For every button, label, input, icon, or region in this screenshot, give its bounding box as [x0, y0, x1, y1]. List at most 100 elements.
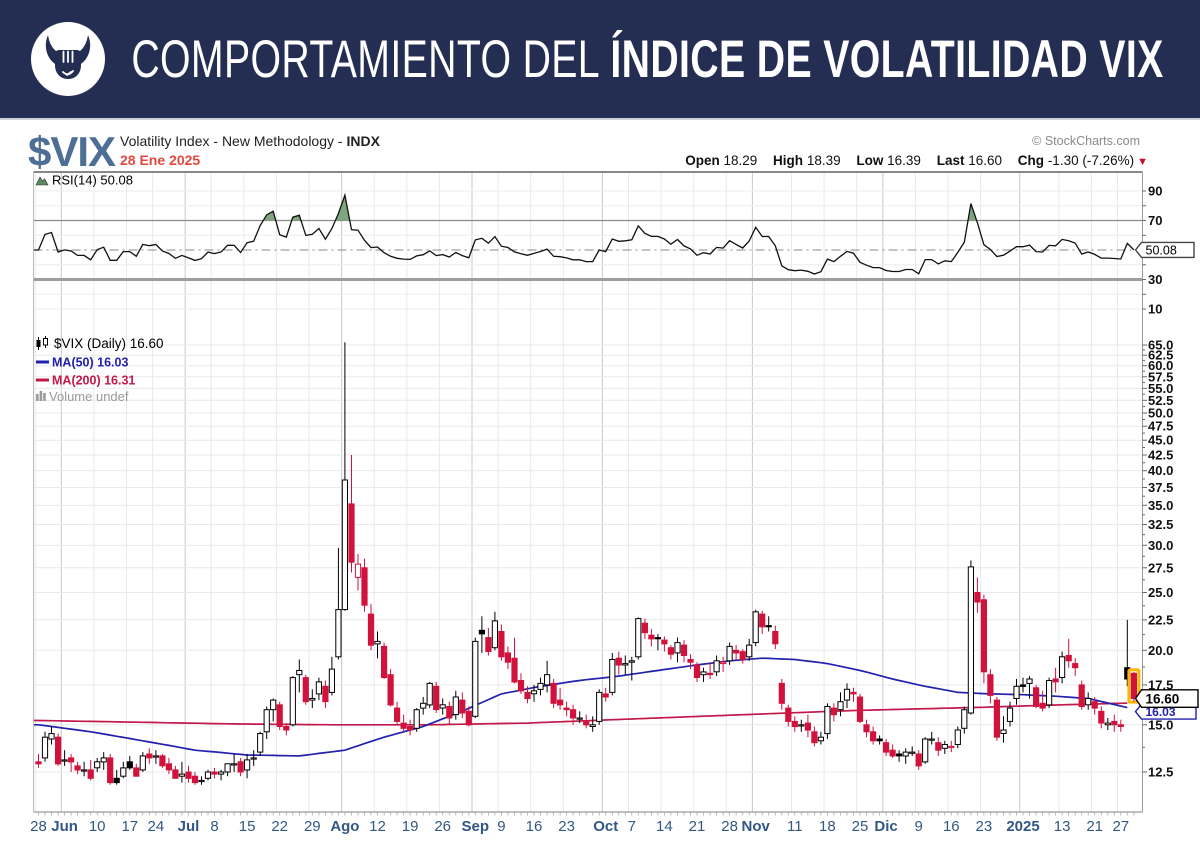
svg-text:20.0: 20.0: [1148, 643, 1173, 658]
x-axis: 28 Jun 10 17 24 Jul 8 15 22 29 Ago 12 19 26 Sep 9 16 23 Oc…: [30, 812, 1135, 835]
svg-text:9: 9: [497, 818, 505, 835]
grid-vertical: [34, 172, 1118, 812]
svg-text:30: 30: [1148, 272, 1162, 287]
svg-text:Sep: Sep: [462, 818, 490, 835]
rsi-overbought-fill: [263, 195, 977, 221]
svg-text:45.0: 45.0: [1148, 433, 1173, 448]
svg-text:26: 26: [434, 818, 451, 835]
last-label: Last: [936, 153, 965, 168]
svg-text:32.5: 32.5: [1148, 517, 1173, 532]
svg-text:MA(50) 16.03: MA(50) 16.03: [52, 356, 128, 370]
svg-text:22: 22: [271, 818, 288, 835]
banner-title-bold: ÍNDICE DE VOLATILIDAD VIX: [610, 29, 1164, 89]
svg-text:11: 11: [787, 818, 803, 835]
svg-text:25.0: 25.0: [1148, 585, 1173, 600]
svg-text:21: 21: [689, 818, 706, 835]
svg-text:RSI(14) 50.08: RSI(14) 50.08: [52, 173, 133, 188]
chart-page: $VIX Volatility Index - New Methodology …: [0, 120, 1200, 864]
description-text: Volatility Index - New Methodology -: [120, 133, 347, 149]
svg-text:13: 13: [1054, 818, 1071, 835]
svg-text:12: 12: [369, 818, 386, 835]
symbol-description: Volatility Index - New Methodology - IND…: [120, 133, 380, 149]
svg-text:16.03: 16.03: [1146, 705, 1176, 719]
svg-text:18: 18: [819, 818, 836, 835]
svg-text:Ago: Ago: [330, 818, 359, 835]
price-axis-labels: 65.062.560.057.555.052.550.047.545.042.5…: [1142, 338, 1173, 780]
svg-text:28: 28: [30, 818, 47, 835]
rsi-icon: [35, 176, 49, 186]
price-gridlines: [33, 344, 1143, 773]
rsi-axis-labels: 90 70 30 10: [1142, 184, 1162, 317]
svg-text:27.5: 27.5: [1148, 560, 1173, 575]
banner-title: COMPORTAMIENTO DEL ÍNDICE DE VOLATILIDAD …: [95, 0, 1200, 118]
chg-label: Chg: [1017, 153, 1045, 168]
svg-text:62.5: 62.5: [1148, 348, 1173, 363]
plot-borders: [33, 171, 1143, 813]
svg-text:17: 17: [121, 818, 138, 835]
rsi-line: [33, 192, 1135, 275]
svg-text:Jun: Jun: [51, 818, 78, 835]
svg-text:29: 29: [304, 818, 321, 835]
svg-text:MA(200) 16.31: MA(200) 16.31: [52, 374, 135, 388]
svg-text:8: 8: [210, 818, 218, 835]
svg-text:17.5: 17.5: [1148, 677, 1173, 692]
chart-date: 28 Ene 2025: [120, 152, 201, 168]
exchange-label: INDX: [346, 133, 380, 149]
svg-text:35.0: 35.0: [1148, 498, 1173, 513]
rsi-legend: RSI(14) 50.08: [35, 173, 133, 188]
svg-text:50.0: 50.0: [1148, 406, 1173, 421]
svg-text:90: 90: [1148, 184, 1162, 199]
svg-text:14: 14: [656, 818, 673, 835]
svg-text:Nov: Nov: [742, 818, 771, 835]
svg-text:27: 27: [1112, 818, 1129, 835]
price-legend: $VIX (Daily) 16.60 MA(50) 16.03 MA(200) 16…: [36, 336, 164, 404]
svg-text:12.5: 12.5: [1148, 765, 1173, 780]
down-triangle-icon: ▼: [1137, 156, 1148, 168]
svg-text:57.5: 57.5: [1148, 369, 1173, 384]
svg-text:23: 23: [558, 818, 575, 835]
last-price-box: 16.60: [1134, 689, 1199, 708]
low-label: Low: [856, 153, 884, 168]
svg-text:22.5: 22.5: [1148, 612, 1173, 627]
ma50-line: [33, 657, 1128, 757]
high-value: 18.39: [806, 153, 841, 168]
svg-text:$VIX (Daily) 16.60: $VIX (Daily) 16.60: [54, 336, 164, 351]
rsi-value-box: 50.08: [1134, 241, 1195, 259]
candlestick-icon: [36, 336, 48, 350]
current-candle-highlight: [1127, 668, 1141, 704]
svg-text:24: 24: [148, 818, 165, 835]
svg-text:Jul: Jul: [178, 818, 200, 835]
svg-text:60.0: 60.0: [1148, 358, 1173, 373]
open-label: Open: [685, 153, 720, 168]
vix-chart-canvas: 65.062.560.057.555.052.550.047.545.042.5…: [30, 171, 1199, 835]
svg-text:25: 25: [852, 818, 869, 835]
low-value: 16.39: [887, 153, 921, 168]
svg-text:Dic: Dic: [874, 818, 897, 835]
svg-text:7: 7: [628, 818, 636, 835]
svg-text:2025: 2025: [1006, 818, 1039, 835]
svg-text:50.08: 50.08: [1146, 243, 1177, 257]
svg-text:16.60: 16.60: [1146, 691, 1180, 706]
svg-text:37.5: 37.5: [1148, 480, 1173, 495]
rsi-gridlines: [33, 190, 1143, 310]
last-value: 16.60: [968, 153, 1003, 168]
open-value: 18.29: [723, 153, 758, 168]
svg-text:10: 10: [89, 818, 106, 835]
chg-value: -1.30 (-7.26%): [1047, 153, 1135, 168]
svg-text:Oct: Oct: [593, 818, 618, 835]
svg-text:55.0: 55.0: [1148, 381, 1173, 396]
svg-text:16: 16: [526, 818, 543, 835]
svg-text:42.5: 42.5: [1148, 448, 1173, 463]
stockcharts-credit: © StockCharts.com: [1032, 134, 1140, 148]
svg-text:52.5: 52.5: [1148, 393, 1173, 408]
svg-text:23: 23: [976, 818, 993, 835]
svg-text:21: 21: [1086, 818, 1103, 835]
svg-text:47.5: 47.5: [1148, 419, 1173, 434]
svg-text:15: 15: [239, 818, 256, 835]
svg-text:40.0: 40.0: [1148, 463, 1173, 478]
svg-text:28: 28: [721, 818, 738, 835]
svg-text:65.0: 65.0: [1148, 338, 1173, 353]
candles: [35, 342, 1141, 785]
svg-text:15.0: 15.0: [1148, 717, 1173, 732]
svg-text:30.0: 30.0: [1148, 538, 1173, 553]
